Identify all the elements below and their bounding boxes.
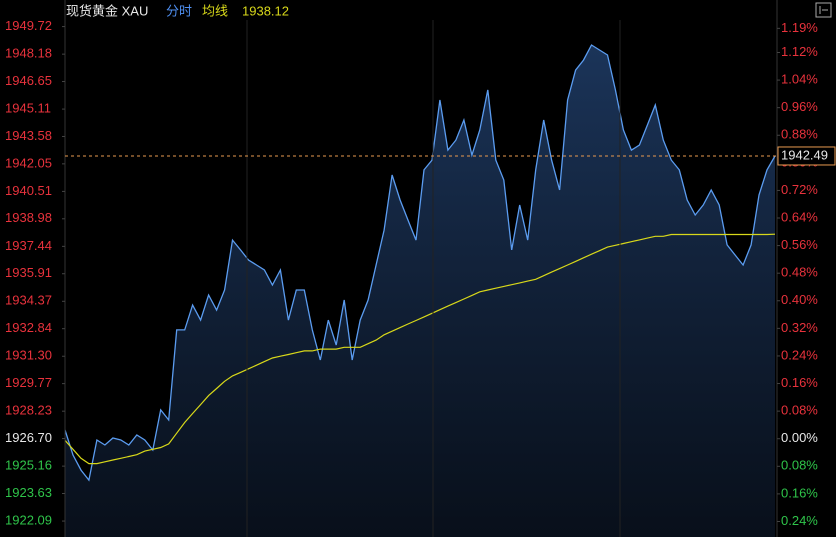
- y-tick-label: 1942.05: [5, 155, 52, 170]
- y2-tick-label: 0.24%: [781, 347, 818, 362]
- y-tick-label: 1926.70: [5, 430, 52, 445]
- y2-tick-label: 0.08%: [781, 403, 818, 418]
- y-tick-label: 1923.63: [5, 485, 52, 500]
- y-tick-label: 1945.11: [5, 101, 51, 116]
- y-tick-label: 1934.37: [5, 293, 52, 308]
- y-tick-label: 1928.23: [5, 403, 52, 418]
- y-tick-label: 1937.44: [5, 238, 52, 253]
- y-tick-label: 1938.98: [5, 210, 52, 225]
- y2-tick-label: 0.72%: [781, 182, 818, 197]
- legend-entry: 均线: [202, 3, 228, 18]
- y2-tick-label: 0.16%: [781, 375, 818, 390]
- y-tick-label: 1929.77: [5, 375, 52, 390]
- line: [64, 44, 776, 482]
- y-tick-label: 1946.65: [5, 73, 52, 88]
- y2-tick-label: 1.12%: [781, 44, 818, 59]
- y2-tick-label: 1.04%: [781, 72, 818, 87]
- y-tick-label: 1925.16: [5, 458, 52, 473]
- y-tick-label: 1940.51: [5, 183, 52, 198]
- plot-area: [64, 44, 776, 537]
- y2-tick-label: 0.96%: [781, 99, 818, 114]
- icon-button[interactable]: [815, 2, 832, 18]
- y2-tick-label: 0.08%: [781, 458, 818, 473]
- y2-tick-label: 0.32%: [781, 320, 818, 335]
- legend-value: 1938.12: [242, 3, 289, 18]
- y2-tick-label: 0.64%: [781, 209, 818, 224]
- y-tick-label: 1948.18: [5, 46, 52, 61]
- y2-tick-label: 0.48%: [781, 265, 818, 280]
- last-price-label: 1942.49: [781, 147, 828, 162]
- y-tick-label: 1932.84: [5, 320, 52, 335]
- y2-tick-label: 0.00%: [781, 430, 818, 445]
- y-tick-label: 1943.58: [5, 128, 52, 143]
- y2-tick-label: 0.40%: [781, 292, 818, 307]
- y-tick-label: 1935.91: [5, 265, 52, 280]
- y2-tick-label: 0.16%: [781, 485, 818, 500]
- chart-title: 现货黄金 XAU: [66, 3, 148, 18]
- y-tick-label: 1949.72: [5, 18, 52, 33]
- y2-tick-label: 1.19%: [781, 20, 818, 35]
- y2-tick-label: 0.24%: [781, 513, 818, 528]
- last-price-box: [777, 146, 836, 166]
- y2-tick-label: 0.56%: [781, 237, 818, 252]
- area: [65, 45, 775, 537]
- y2-tick-label: 0.88%: [781, 127, 818, 142]
- legend-entry: 分时: [166, 3, 192, 18]
- line: [64, 233, 776, 465]
- y-tick-label: 1922.09: [5, 513, 52, 528]
- y-tick-label: 1931.30: [5, 348, 52, 363]
